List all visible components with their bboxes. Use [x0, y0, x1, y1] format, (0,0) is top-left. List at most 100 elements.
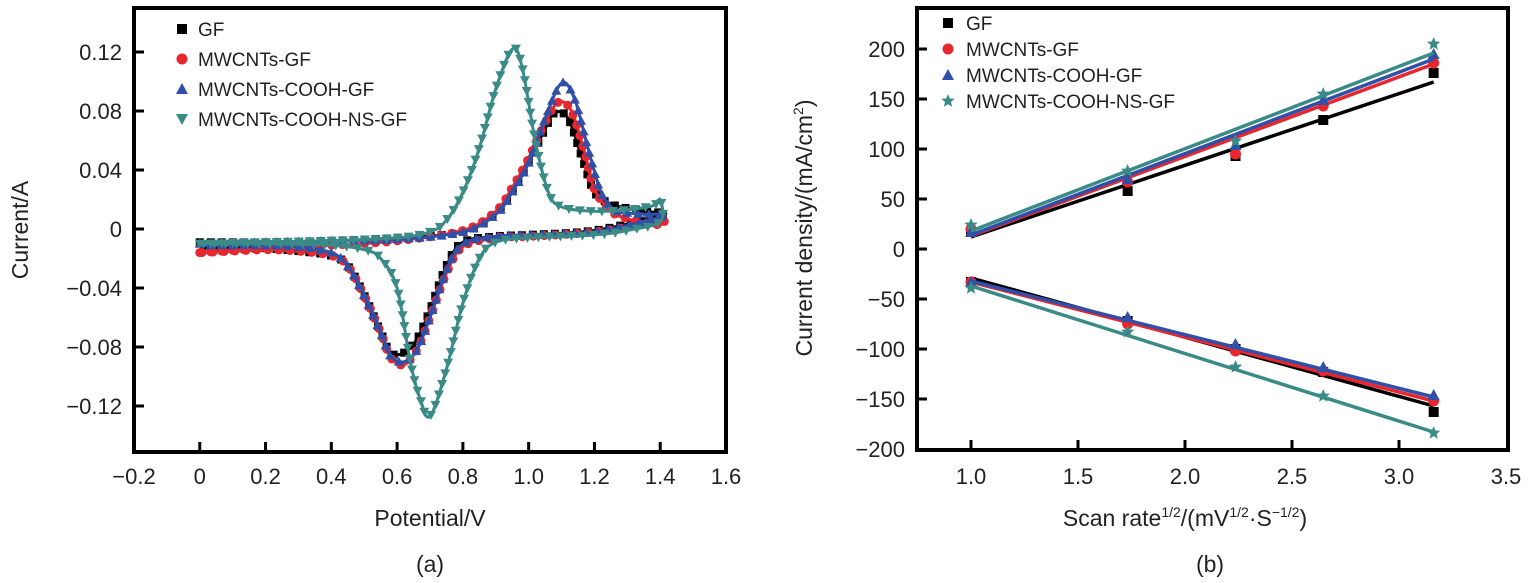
data-point [326, 236, 337, 246]
chart-a-panel-label: (a) [416, 551, 444, 577]
data-point [576, 149, 585, 158]
y-tick-label: −200 [855, 437, 905, 462]
data-point [380, 340, 391, 350]
data-point [495, 71, 506, 81]
data-point [406, 365, 417, 375]
legend-label: MWCNTs-COOH-GF [966, 66, 1142, 87]
x-tick-label: 1.6 [711, 464, 742, 489]
data-point [527, 119, 538, 129]
data-point [389, 350, 398, 359]
data-point [359, 235, 370, 245]
legend-marker [176, 114, 188, 125]
data-point [610, 201, 619, 210]
y-tick-label: 200 [868, 37, 905, 62]
legend-label: GF [198, 20, 224, 41]
data-point [610, 228, 621, 238]
data-point [569, 94, 580, 104]
chart-b-y-ticks: 200 150 100 50 0 −50 −100 −150 −200 [855, 37, 927, 462]
data-point [573, 105, 584, 115]
data-point [618, 206, 629, 216]
data-point [491, 81, 502, 91]
y-tick-label: 150 [868, 87, 905, 112]
data-point [456, 305, 467, 315]
data-point [447, 229, 458, 239]
chart-b-frame [915, 6, 1510, 452]
data-point [583, 170, 592, 179]
fit-line-cathodic [970, 284, 1435, 434]
data-point [368, 309, 379, 319]
data-point [478, 218, 489, 228]
data-point [220, 239, 231, 249]
data-point [409, 376, 420, 386]
data-point [515, 54, 526, 64]
data-point [411, 345, 422, 355]
data-point [487, 212, 498, 222]
data-point [326, 247, 337, 257]
data-point [535, 162, 546, 172]
data-point [404, 354, 415, 364]
legend-marker [942, 69, 954, 80]
chart-b-x-ticks: 1.0 1.5 2.0 2.5 3.0 3.5 [956, 440, 1522, 489]
legend-marker [941, 94, 955, 107]
data-point [587, 158, 598, 168]
data-point [586, 180, 595, 189]
data-point [546, 95, 557, 105]
data-point [452, 244, 463, 254]
data-point [431, 294, 442, 304]
x-tick-label: 1.5 [1063, 464, 1094, 489]
data-point [495, 204, 506, 214]
series-mwcnts-cooh-ns-gf [194, 44, 668, 420]
data-point [372, 319, 383, 329]
data-point [513, 177, 524, 187]
data-point-cathodic [1427, 389, 1440, 400]
legend-label: MWCNTs-COOH-GF [198, 80, 374, 101]
data-point [414, 332, 423, 341]
data-point [653, 219, 664, 229]
y-tick-label: 0 [110, 217, 122, 242]
data-point [348, 236, 359, 246]
data-point [286, 240, 297, 250]
data-point [578, 126, 589, 136]
data-point [425, 410, 436, 420]
data-point [420, 325, 431, 335]
data-point [656, 199, 667, 209]
data-point [219, 247, 229, 257]
data-point [482, 113, 493, 123]
data-point [543, 106, 554, 116]
legend-label: MWCNTs-GF [966, 40, 1079, 61]
data-point [342, 261, 353, 271]
data-point [450, 326, 461, 336]
data-point [446, 253, 457, 263]
data-point [642, 222, 653, 232]
data-point [385, 350, 396, 360]
data-point [297, 240, 308, 250]
data-point [390, 279, 401, 289]
data-point [400, 348, 409, 357]
data-point [507, 186, 518, 196]
data-point [469, 263, 480, 273]
data-point [397, 311, 408, 321]
data-point [425, 227, 436, 237]
data-point [482, 232, 493, 242]
x-tick-label: 3.5 [1491, 464, 1522, 489]
y-tick-label: 50 [881, 187, 905, 212]
fit-line-anodic [970, 80, 1435, 239]
data-point [657, 209, 668, 219]
data-point [518, 167, 529, 177]
data-point [501, 195, 512, 205]
data-point [474, 253, 485, 263]
data-point [499, 60, 510, 70]
data-point-anodic [1427, 37, 1441, 50]
data-point [335, 252, 346, 262]
data-point [392, 233, 403, 243]
data-point [415, 397, 426, 407]
data-point [629, 204, 640, 214]
data-point-anodic [1229, 139, 1242, 150]
data-point [654, 208, 663, 217]
y-tick-label: −50 [868, 287, 905, 312]
x-title-part: /(mV [1181, 505, 1230, 531]
chart-b-legend: GF MWCNTs-GF MWCNTs-COOH-GF MWCNTs-COOH-NS-… [941, 14, 1175, 113]
data-point [416, 335, 427, 345]
data-point [580, 159, 589, 168]
data-point [354, 280, 365, 290]
